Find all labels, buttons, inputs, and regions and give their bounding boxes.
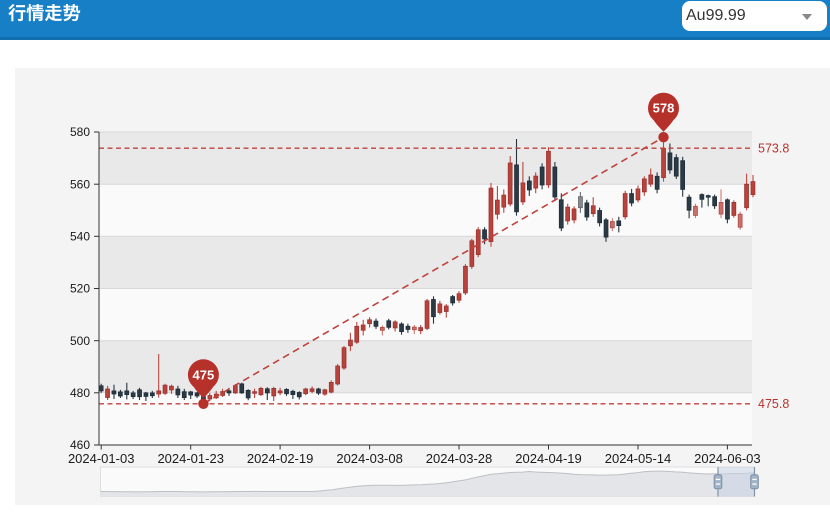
svg-text:2024-04-19: 2024-04-19	[515, 451, 582, 466]
svg-text:2024-05-14: 2024-05-14	[605, 451, 672, 466]
svg-text:475.8: 475.8	[758, 397, 789, 411]
svg-text:475: 475	[193, 367, 215, 382]
svg-text:580: 580	[70, 125, 90, 139]
svg-text:2024-03-28: 2024-03-28	[426, 451, 493, 466]
svg-text:540: 540	[70, 230, 90, 244]
svg-text:2024-03-08: 2024-03-08	[336, 451, 403, 466]
svg-text:2024-01-23: 2024-01-23	[157, 451, 224, 466]
svg-text:480: 480	[70, 386, 90, 400]
svg-text:2024-06-03: 2024-06-03	[694, 451, 761, 466]
svg-text:2024-02-19: 2024-02-19	[247, 451, 314, 466]
svg-text:573.8: 573.8	[758, 141, 789, 155]
svg-text:460: 460	[70, 438, 90, 452]
svg-text:578: 578	[653, 101, 675, 116]
svg-text:2024-01-03: 2024-01-03	[68, 451, 135, 466]
svg-text:500: 500	[70, 334, 90, 348]
svg-text:520: 520	[70, 282, 90, 296]
svg-text:560: 560	[70, 177, 90, 191]
